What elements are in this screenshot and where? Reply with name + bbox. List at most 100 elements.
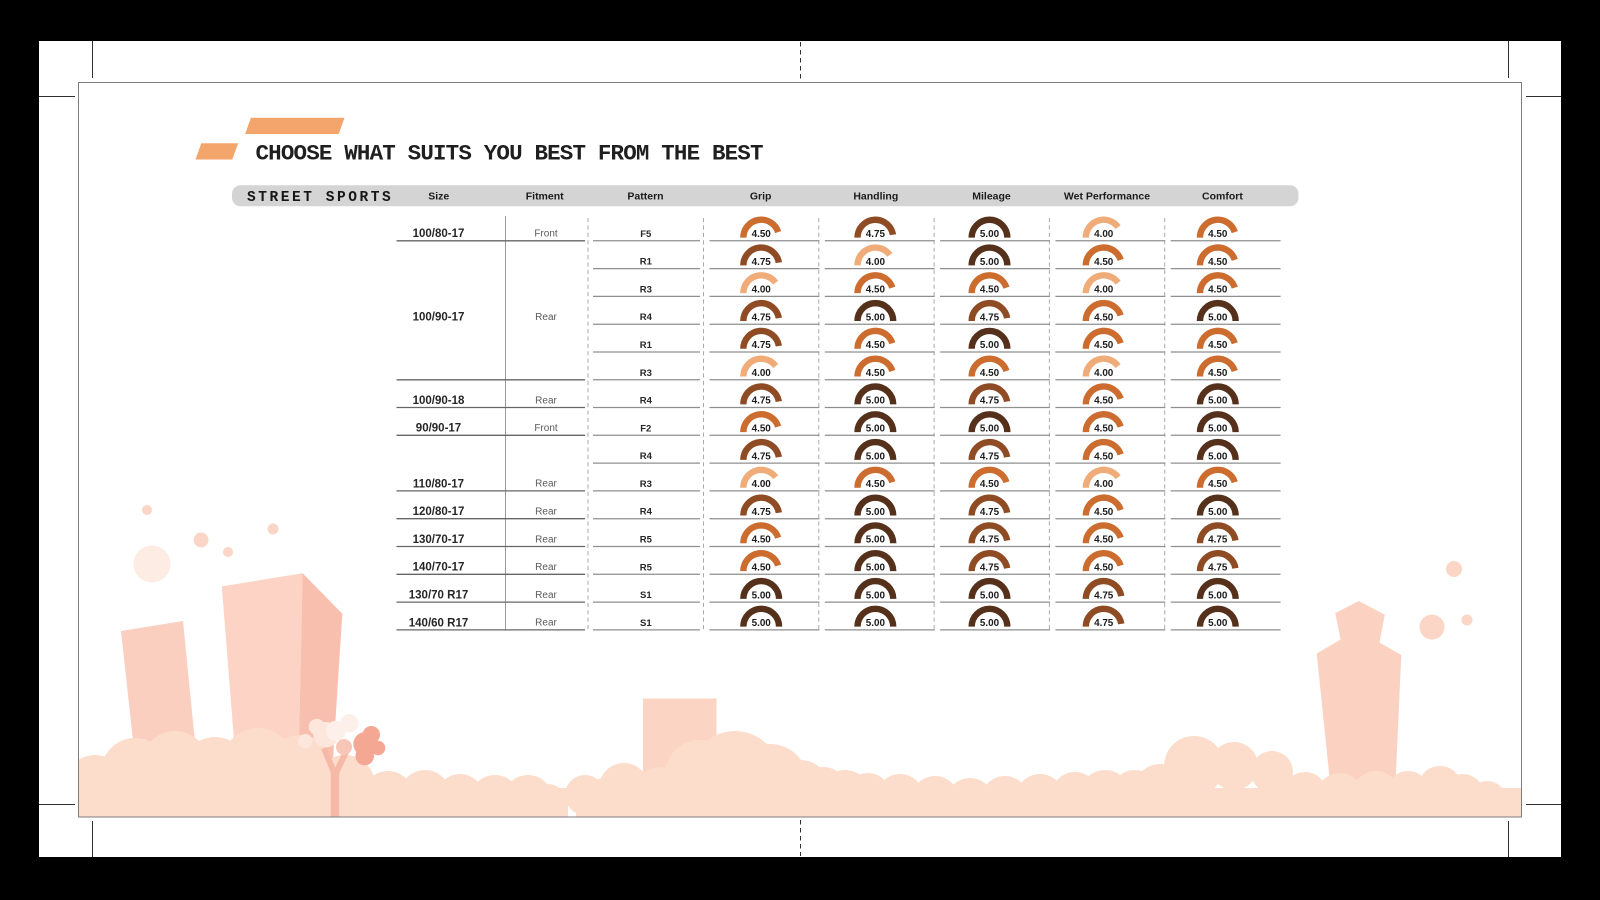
svg-text:R4: R4 [640, 312, 653, 323]
svg-text:S1: S1 [640, 590, 652, 601]
svg-text:100/90-18: 100/90-18 [413, 395, 465, 407]
svg-text:Fitment: Fitment [526, 191, 564, 203]
svg-text:4.50: 4.50 [1094, 396, 1114, 407]
svg-text:4.00: 4.00 [1094, 368, 1114, 379]
svg-text:4.50: 4.50 [866, 368, 886, 379]
svg-text:4.75: 4.75 [1208, 535, 1228, 546]
svg-text:4.50: 4.50 [1094, 340, 1114, 351]
svg-text:4.50: 4.50 [752, 424, 772, 435]
svg-text:4.75: 4.75 [752, 396, 772, 407]
svg-text:4.50: 4.50 [1094, 451, 1114, 462]
svg-text:5.00: 5.00 [1208, 451, 1228, 462]
svg-text:Size: Size [428, 191, 449, 203]
svg-text:130/70-17: 130/70-17 [413, 534, 465, 546]
svg-text:140/60 R17: 140/60 R17 [409, 617, 468, 629]
svg-text:R3: R3 [640, 368, 652, 379]
svg-text:Front: Front [534, 423, 558, 434]
svg-text:Rear: Rear [535, 312, 557, 323]
svg-text:4.50: 4.50 [1094, 563, 1114, 574]
svg-text:Rear: Rear [535, 618, 557, 629]
svg-text:F2: F2 [640, 423, 651, 434]
svg-text:130/70 R17: 130/70 R17 [409, 590, 468, 602]
svg-text:4.50: 4.50 [1208, 229, 1228, 240]
svg-text:5.00: 5.00 [752, 590, 772, 601]
svg-text:4.50: 4.50 [1094, 424, 1114, 435]
svg-text:R4: R4 [640, 451, 653, 462]
svg-text:5.00: 5.00 [866, 535, 886, 546]
svg-text:4.75: 4.75 [1208, 563, 1228, 574]
svg-text:4.50: 4.50 [1208, 340, 1228, 351]
svg-text:5.00: 5.00 [752, 618, 772, 629]
svg-text:4.00: 4.00 [752, 285, 772, 296]
svg-text:4.75: 4.75 [752, 451, 772, 462]
svg-text:R3: R3 [640, 479, 652, 490]
svg-text:Grip: Grip [750, 191, 772, 203]
svg-text:4.75: 4.75 [752, 340, 772, 351]
svg-text:90/90-17: 90/90-17 [416, 423, 461, 435]
svg-text:Wet Performance: Wet Performance [1064, 191, 1150, 203]
svg-text:R3: R3 [640, 284, 652, 295]
svg-text:4.50: 4.50 [980, 479, 1000, 490]
svg-text:STREET SPORTS: STREET SPORTS [247, 190, 393, 206]
svg-text:4.50: 4.50 [1208, 285, 1228, 296]
svg-text:4.75: 4.75 [980, 535, 1000, 546]
svg-text:R1: R1 [640, 257, 653, 268]
svg-text:5.00: 5.00 [980, 618, 1000, 629]
svg-text:4.50: 4.50 [1094, 535, 1114, 546]
svg-text:Rear: Rear [535, 562, 557, 573]
svg-text:4.00: 4.00 [1094, 229, 1114, 240]
svg-text:100/90-17: 100/90-17 [413, 312, 465, 324]
svg-text:4.75: 4.75 [980, 312, 1000, 323]
svg-text:4.50: 4.50 [752, 535, 772, 546]
svg-text:4.50: 4.50 [980, 285, 1000, 296]
svg-text:4.50: 4.50 [1094, 507, 1114, 518]
svg-text:4.50: 4.50 [752, 229, 772, 240]
svg-text:R5: R5 [640, 562, 653, 573]
svg-text:4.75: 4.75 [1094, 590, 1114, 601]
svg-text:Rear: Rear [535, 590, 557, 601]
svg-text:Comfort: Comfort [1202, 191, 1243, 203]
svg-text:4.50: 4.50 [866, 340, 886, 351]
svg-text:4.75: 4.75 [1094, 618, 1114, 629]
svg-text:CHOOSE WHAT SUITS YOU BEST FRO: CHOOSE WHAT SUITS YOU BEST FROM THE BEST [256, 141, 764, 167]
svg-text:R4: R4 [640, 507, 653, 518]
svg-text:Rear: Rear [535, 534, 557, 545]
svg-text:4.50: 4.50 [980, 368, 1000, 379]
svg-text:5.00: 5.00 [866, 590, 886, 601]
svg-text:Front: Front [534, 229, 558, 240]
svg-text:Rear: Rear [535, 507, 557, 518]
svg-text:Rear: Rear [535, 395, 557, 406]
svg-text:5.00: 5.00 [980, 229, 1000, 240]
svg-text:R4: R4 [640, 396, 653, 407]
svg-text:Mileage: Mileage [972, 191, 1011, 203]
svg-text:5.00: 5.00 [980, 590, 1000, 601]
svg-text:S1: S1 [640, 618, 652, 629]
svg-text:4.50: 4.50 [1208, 479, 1228, 490]
svg-text:4.00: 4.00 [866, 257, 886, 268]
svg-text:4.00: 4.00 [1094, 285, 1114, 296]
svg-text:5.00: 5.00 [866, 618, 886, 629]
svg-text:4.75: 4.75 [980, 563, 1000, 574]
svg-text:4.50: 4.50 [866, 479, 886, 490]
svg-text:120/80-17: 120/80-17 [413, 506, 465, 518]
svg-text:5.00: 5.00 [1208, 312, 1228, 323]
svg-text:5.00: 5.00 [980, 424, 1000, 435]
svg-text:5.00: 5.00 [1208, 396, 1228, 407]
svg-text:5.00: 5.00 [1208, 424, 1228, 435]
svg-text:Pattern: Pattern [627, 191, 663, 203]
svg-text:4.75: 4.75 [980, 396, 1000, 407]
svg-text:4.00: 4.00 [752, 479, 772, 490]
svg-text:5.00: 5.00 [866, 424, 886, 435]
svg-text:140/70-17: 140/70-17 [413, 562, 465, 574]
svg-text:5.00: 5.00 [1208, 507, 1228, 518]
svg-text:100/80-17: 100/80-17 [413, 228, 465, 240]
svg-text:Rear: Rear [535, 479, 557, 490]
svg-text:110/80-17: 110/80-17 [413, 478, 464, 490]
svg-text:5.00: 5.00 [1208, 618, 1228, 629]
svg-text:5.00: 5.00 [1208, 590, 1228, 601]
svg-text:4.75: 4.75 [752, 312, 772, 323]
svg-text:4.50: 4.50 [1094, 257, 1114, 268]
svg-text:5.00: 5.00 [980, 257, 1000, 268]
svg-text:4.75: 4.75 [866, 229, 886, 240]
svg-text:4.50: 4.50 [1094, 312, 1114, 323]
